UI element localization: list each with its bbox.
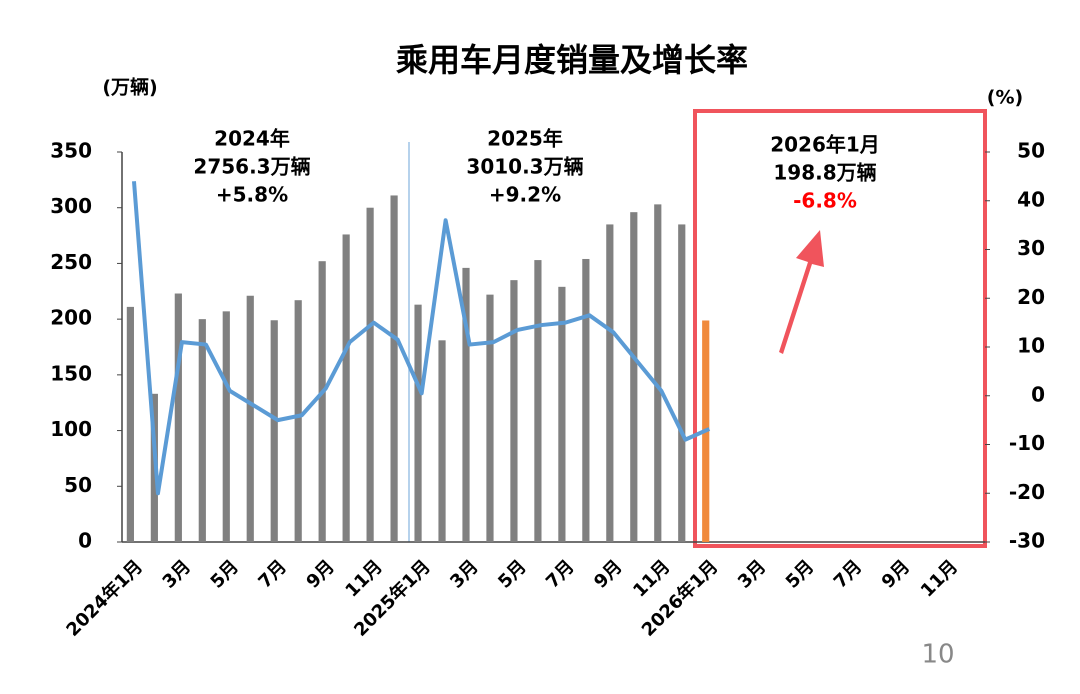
bar (222, 311, 230, 542)
y2-tick-label: 10 (1017, 334, 1045, 358)
y2-tick-label: 50 (1017, 139, 1045, 163)
x-tick-label: 9月 (590, 556, 626, 592)
bar (462, 267, 470, 542)
highlight-arrow (779, 230, 824, 354)
bar (390, 195, 398, 542)
annotation: 2024年 (214, 127, 290, 151)
y2-tick-label: 30 (1017, 236, 1045, 260)
bar (246, 295, 254, 542)
bar (438, 340, 446, 542)
bar (366, 207, 374, 542)
bar (414, 304, 422, 542)
highlight-box (693, 109, 987, 548)
x-tick-label: 5月 (494, 556, 530, 592)
x-tick-label: 3月 (446, 556, 482, 592)
x-tick-label: 3月 (734, 556, 770, 592)
y2-axis-label: (%) (987, 87, 1023, 109)
y2-tick-label: -10 (1009, 431, 1045, 455)
x-tick-label: 2024年1月 (62, 556, 147, 641)
y-tick-label: 300 (50, 194, 92, 218)
x-tick-label: 9月 (878, 556, 914, 592)
annotation: +9.2% (489, 183, 561, 207)
bar (630, 212, 638, 542)
y2-tick-label: -30 (1009, 529, 1045, 553)
y-tick-label: 150 (50, 361, 92, 385)
y-tick-label: 0 (78, 529, 92, 553)
page-number: 10 (921, 640, 954, 670)
bar (534, 260, 542, 542)
annotation: +5.8% (216, 183, 288, 207)
x-tick-label: 7月 (254, 556, 290, 592)
bar (174, 293, 182, 542)
annotation: -6.8% (793, 189, 857, 213)
y-tick-label: 200 (50, 306, 92, 330)
x-tick-label: 5月 (207, 556, 243, 592)
x-tick-label: 5月 (782, 556, 818, 592)
bar (486, 294, 494, 542)
bar (582, 258, 590, 542)
bar (270, 320, 278, 542)
line (131, 181, 711, 496)
y-tick-label: 100 (50, 417, 92, 441)
bar (342, 234, 350, 542)
x-tick-label: 9月 (302, 556, 338, 592)
y-tick-label: 50 (64, 473, 92, 497)
bar (294, 300, 302, 542)
annotation: 2756.3万辆 (193, 155, 310, 179)
y2-tick-label: 0 (1031, 382, 1045, 406)
y2-tick-label: -20 (1009, 480, 1045, 504)
bar (126, 306, 134, 542)
bar (558, 286, 566, 542)
y-tick-label: 250 (50, 250, 92, 274)
x-tick-label: 7月 (830, 556, 866, 592)
y-axis-label: (万辆) (102, 76, 157, 99)
bar (318, 261, 326, 542)
annotation: 198.8万辆 (773, 161, 876, 185)
bar (606, 224, 614, 542)
annotation: 3010.3万辆 (466, 155, 583, 179)
x-tick-label: 11月 (917, 556, 962, 601)
annotation: 2026年1月 (770, 133, 880, 157)
annotation: 2025年 (487, 127, 563, 151)
y2-tick-label: 20 (1017, 285, 1045, 309)
bar (678, 224, 686, 542)
x-tick-label: 7月 (542, 556, 578, 592)
chart-title: 乘用车月度销量及增长率 (396, 41, 748, 79)
x-tick-label: 3月 (159, 556, 195, 592)
bar (198, 319, 206, 542)
y-tick-label: 350 (50, 139, 92, 163)
y2-tick-label: 40 (1017, 187, 1045, 211)
bar (510, 280, 518, 542)
bar (654, 204, 662, 542)
